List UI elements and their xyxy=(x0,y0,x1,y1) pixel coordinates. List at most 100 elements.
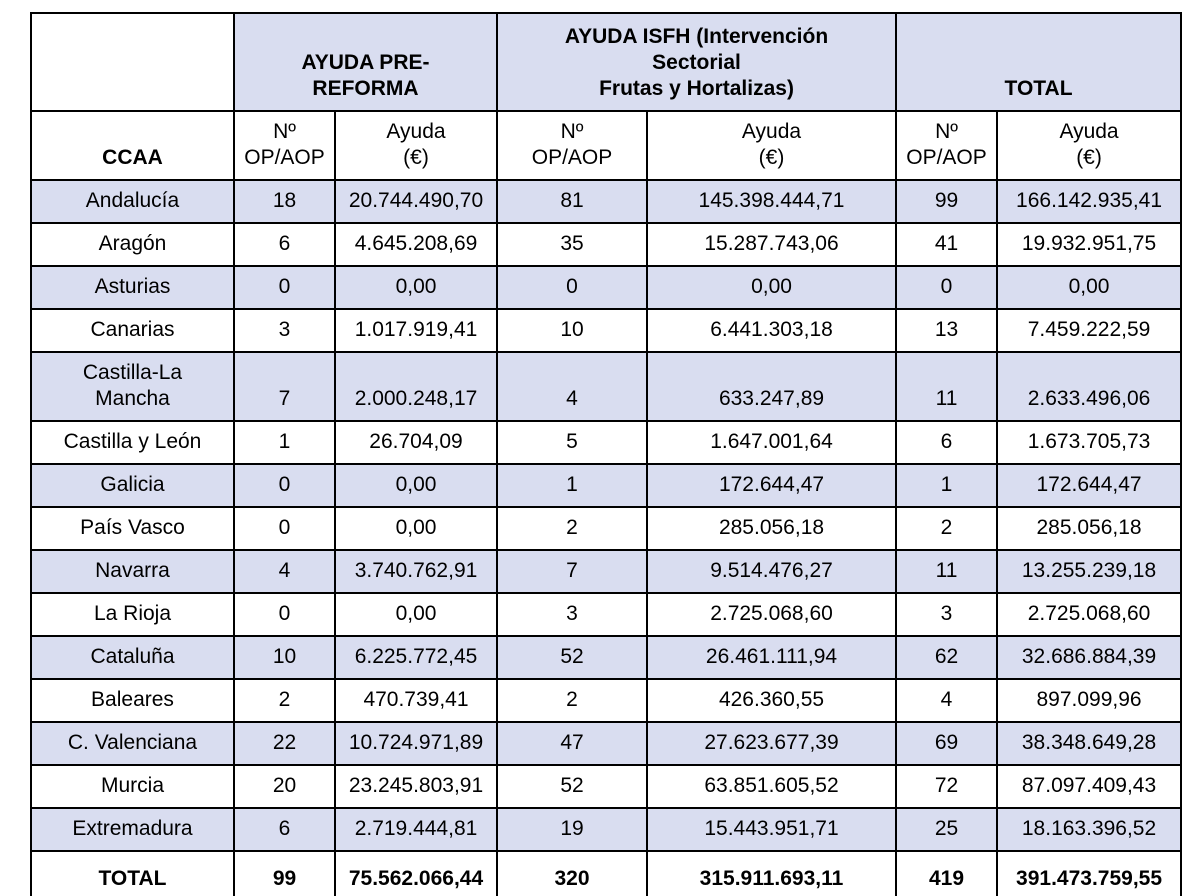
ayuda-amount-cell: 27.623.677,39 xyxy=(645,721,898,766)
ayuda-amount-cell: 3.740.762,91 xyxy=(334,549,498,594)
ayuda-amount-cell: 15.287.743,06 xyxy=(645,222,898,267)
table-row: Cataluña 10 6.225.772,45 52 26.461.111,94 62 3… xyxy=(30,635,1183,680)
ayuda-amount-cell: 19.932.951,75 xyxy=(996,222,1183,267)
sub-header-row: CCAA Nº OP/AOP Ayuda (€) Nº OP/AOP Ayuda… xyxy=(30,110,1183,181)
group-header-ayuda-pre-reforma: AYUDA PRE- REFORMA xyxy=(233,12,498,112)
ayuda-amount-cell: 2.719.444,81 xyxy=(334,807,498,852)
ayuda-amount-cell: 0,00 xyxy=(645,265,898,310)
ayuda-amount-cell: 285.056,18 xyxy=(996,506,1183,551)
op-count-cell: 25 xyxy=(895,807,999,852)
column-header-ayuda-total: Ayuda (€) xyxy=(996,110,1183,181)
op-count-cell: 3 xyxy=(496,592,648,637)
total-ayuda-amount-cell: 315.911.693,11 xyxy=(645,850,898,896)
op-count-cell: 19 xyxy=(496,807,648,852)
op-count-cell: 2 xyxy=(496,678,648,723)
op-count-cell: 0 xyxy=(233,592,336,637)
ccaa-cell: Aragón xyxy=(30,222,235,267)
ccaa-cell: Galicia xyxy=(30,463,235,508)
op-count-cell: 5 xyxy=(496,420,648,465)
op-count-cell: 0 xyxy=(233,463,336,508)
op-count-cell: 1 xyxy=(895,463,999,508)
ccaa-cell: Baleares xyxy=(30,678,235,723)
ayuda-amount-cell: 0,00 xyxy=(334,265,498,310)
ayuda-amount-cell: 6.225.772,45 xyxy=(334,635,498,680)
op-count-cell: 11 xyxy=(895,351,999,422)
ayuda-amount-cell: 13.255.239,18 xyxy=(996,549,1183,594)
op-count-cell: 2 xyxy=(233,678,336,723)
op-count-cell: 7 xyxy=(233,351,336,422)
op-count-cell: 20 xyxy=(233,764,336,809)
ayuda-amount-cell: 0,00 xyxy=(334,463,498,508)
ayuda-amount-cell: 1.017.919,41 xyxy=(334,308,498,353)
total-label-cell: TOTAL xyxy=(30,850,235,896)
ayuda-amount-cell: 166.142.935,41 xyxy=(996,179,1183,224)
column-header-n-op-aop-total: Nº OP/AOP xyxy=(895,110,999,181)
ayuda-amount-cell: 2.633.496,06 xyxy=(996,351,1183,422)
ayuda-amount-cell: 2.725.068,60 xyxy=(996,592,1183,637)
ayuda-amount-cell: 633.247,89 xyxy=(645,351,898,422)
ayuda-amount-cell: 145.398.444,71 xyxy=(645,179,898,224)
table-row: Galicia 0 0,00 1 172.644,47 1 172.644,47 xyxy=(30,463,1183,508)
op-count-cell: 1 xyxy=(496,463,648,508)
total-op-count-cell: 419 xyxy=(895,850,999,896)
op-count-cell: 0 xyxy=(233,506,336,551)
op-count-cell: 0 xyxy=(233,265,336,310)
op-count-cell: 2 xyxy=(496,506,648,551)
ccaa-cell: Cataluña xyxy=(30,635,235,680)
ayuda-amount-cell: 9.514.476,27 xyxy=(645,549,898,594)
op-count-cell: 3 xyxy=(895,592,999,637)
ayuda-table: AYUDA PRE- REFORMA AYUDA ISFH (Intervenc… xyxy=(30,12,1183,896)
table-row: Andalucía 18 20.744.490,70 81 145.398.444,71… xyxy=(30,179,1183,224)
op-count-cell: 2 xyxy=(895,506,999,551)
column-header-ccaa: CCAA xyxy=(30,110,235,181)
document-page: AYUDA PRE- REFORMA AYUDA ISFH (Intervenc… xyxy=(0,12,1200,896)
table-row: Extremadura 6 2.719.444,81 19 15.443.951,71 2… xyxy=(30,807,1183,852)
op-count-cell: 3 xyxy=(233,308,336,353)
op-count-cell: 18 xyxy=(233,179,336,224)
ayuda-amount-cell: 26.704,09 xyxy=(334,420,498,465)
group-header-ayuda-isfh: AYUDA ISFH (Intervención Sectorial Fruta… xyxy=(495,12,898,112)
group-header-row: AYUDA PRE- REFORMA AYUDA ISFH (Intervenc… xyxy=(30,12,1183,112)
total-ayuda-amount-cell: 75.562.066,44 xyxy=(334,850,498,896)
op-count-cell: 7 xyxy=(496,549,648,594)
ayuda-amount-cell: 20.744.490,70 xyxy=(334,179,498,224)
table-row: Aragón 6 4.645.208,69 35 15.287.743,06 41 19.9… xyxy=(30,222,1183,267)
op-count-cell: 41 xyxy=(895,222,999,267)
ayuda-amount-cell: 87.097.409,43 xyxy=(996,764,1183,809)
ayuda-amount-cell: 23.245.803,91 xyxy=(334,764,498,809)
ayuda-amount-cell: 0,00 xyxy=(996,265,1183,310)
corner-spacer xyxy=(30,12,235,112)
ayuda-amount-cell: 1.673.705,73 xyxy=(996,420,1183,465)
op-count-cell: 6 xyxy=(233,807,336,852)
op-count-cell: 35 xyxy=(496,222,648,267)
ayuda-amount-cell: 6.441.303,18 xyxy=(645,308,898,353)
op-count-cell: 47 xyxy=(496,721,648,766)
ccaa-cell: País Vasco xyxy=(30,506,235,551)
op-count-cell: 1 xyxy=(233,420,336,465)
ayuda-amount-cell: 26.461.111,94 xyxy=(645,635,898,680)
total-op-count-cell: 320 xyxy=(496,850,648,896)
op-count-cell: 99 xyxy=(895,179,999,224)
table-row: La Rioja 0 0,00 3 2.725.068,60 3 2.725.068,60 xyxy=(30,592,1183,637)
column-header-n-op-aop-pre: Nº OP/AOP xyxy=(233,110,336,181)
ccaa-cell: C. Valenciana xyxy=(30,721,235,766)
ayuda-amount-cell: 7.459.222,59 xyxy=(996,308,1183,353)
ayuda-amount-cell: 470.739,41 xyxy=(334,678,498,723)
op-count-cell: 22 xyxy=(233,721,336,766)
ayuda-amount-cell: 897.099,96 xyxy=(996,678,1183,723)
total-op-count-cell: 99 xyxy=(233,850,336,896)
ayuda-amount-cell: 18.163.396,52 xyxy=(996,807,1183,852)
ayuda-amount-cell: 1.647.001,64 xyxy=(645,420,898,465)
op-count-cell: 4 xyxy=(233,549,336,594)
op-count-cell: 10 xyxy=(233,635,336,680)
op-count-cell: 0 xyxy=(895,265,999,310)
op-count-cell: 52 xyxy=(496,635,648,680)
op-count-cell: 69 xyxy=(895,721,999,766)
table-row: País Vasco 0 0,00 2 285.056,18 2 285.056,18 xyxy=(30,506,1183,551)
ayuda-amount-cell: 15.443.951,71 xyxy=(645,807,898,852)
op-count-cell: 52 xyxy=(496,764,648,809)
total-row: TOTAL 99 75.562.066,44 320 315.911.693,1… xyxy=(30,850,1183,896)
ccaa-cell: Canarias xyxy=(30,308,235,353)
total-ayuda-amount-cell: 391.473.759,55 xyxy=(996,850,1183,896)
op-count-cell: 11 xyxy=(895,549,999,594)
